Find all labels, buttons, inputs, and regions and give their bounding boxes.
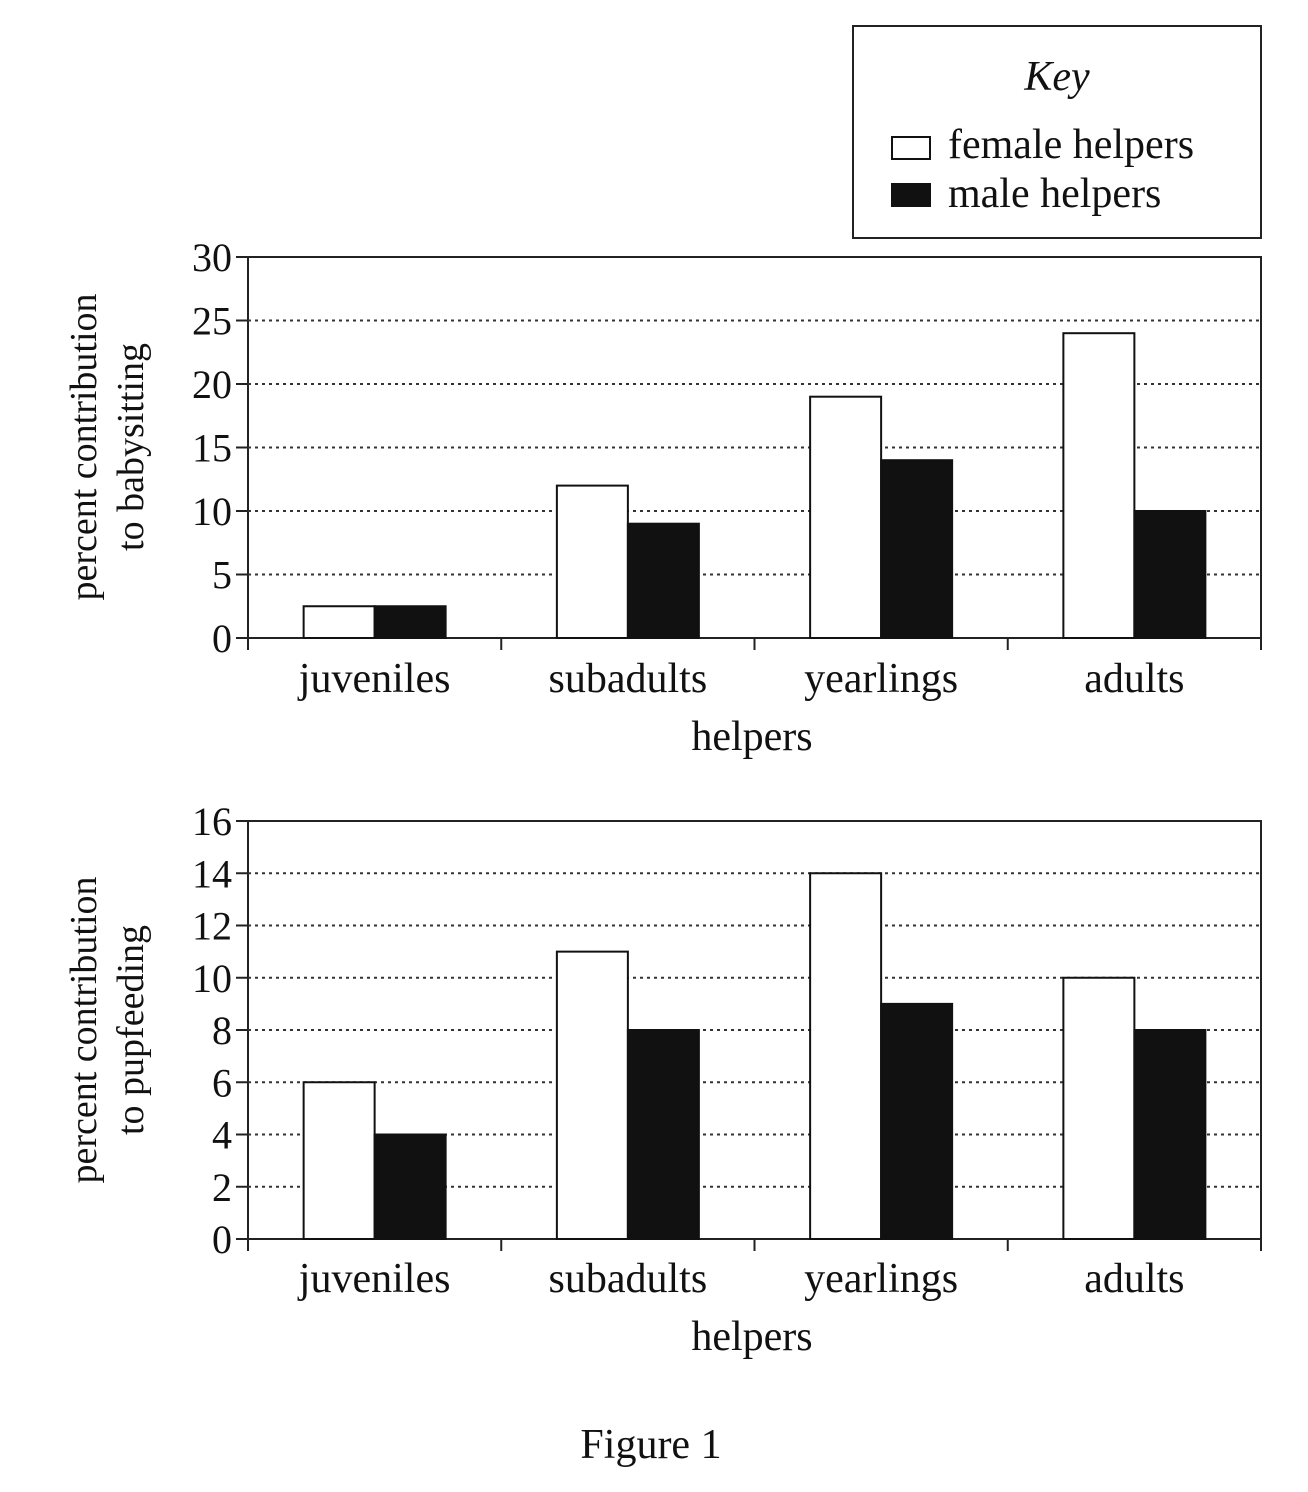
y-tick-label: 30 (192, 235, 232, 280)
y-tick-label: 6 (212, 1060, 232, 1105)
bar-yearlings-male (880, 1002, 954, 1240)
y-tick-label: 8 (212, 1008, 232, 1053)
bar-adults-male (1133, 1029, 1207, 1240)
bar-subadults-male (626, 522, 700, 640)
x-category-label: adults (1084, 656, 1184, 702)
x-category-label: subadults (549, 656, 708, 702)
legend-male-label: male helpers (948, 171, 1161, 217)
x-axis-title: helpers (691, 714, 812, 760)
bar-yearlings-male (880, 459, 954, 640)
legend: Key female helpers male helpers (852, 25, 1262, 239)
bar-yearlings-female (809, 395, 883, 640)
y-tick-label: 10 (192, 956, 232, 1001)
bar-yearlings-female (809, 872, 883, 1240)
bar-subadults-male (626, 1029, 700, 1240)
y-tick-label: 20 (192, 362, 232, 407)
babysitting-chart: percent contribution to babysitting help… (63, 235, 1262, 760)
bar-juveniles-male (373, 1133, 447, 1240)
legend-title: Key (1023, 54, 1090, 100)
figure-caption: Figure 1 (580, 1422, 721, 1468)
y-tick-label: 15 (192, 426, 232, 471)
y-tick-label: 16 (192, 799, 232, 844)
bar-juveniles-male (373, 605, 447, 639)
bar-adults-female (1062, 332, 1136, 639)
y-axis-title-line-2: to babysitting (110, 343, 152, 551)
bar-juveniles-female (302, 605, 376, 639)
y-tick-label: 10 (192, 489, 232, 534)
x-category-label: juveniles (297, 1256, 451, 1302)
x-axis-title: helpers (691, 1314, 812, 1360)
y-tick-label: 2 (212, 1165, 232, 1210)
y-tick-label: 4 (212, 1113, 232, 1158)
x-category-label: yearlings (804, 1256, 958, 1302)
y-tick-label: 0 (212, 1217, 232, 1262)
y-axis-title-line-1: percent contribution (63, 876, 105, 1183)
pupfeeding-chart: percent contribution to pupfeeding helpe… (63, 799, 1262, 1360)
y-tick-label: 14 (192, 851, 232, 896)
x-category-label: adults (1084, 1256, 1184, 1302)
legend-female-label: female helpers (948, 122, 1194, 168)
y-axis-title-line-2: to pupfeeding (110, 925, 152, 1135)
legend-female-swatch (891, 136, 931, 160)
bar-subadults-female (555, 484, 629, 639)
x-category-label: subadults (549, 1256, 708, 1302)
x-category-label: juveniles (297, 656, 451, 702)
x-category-label: yearlings (804, 656, 958, 702)
bar-subadults-female (555, 950, 629, 1240)
y-tick-label: 25 (192, 299, 232, 344)
bar-juveniles-female (302, 1081, 376, 1240)
y-axis-title-line-1: percent contribution (63, 293, 105, 600)
y-tick-label: 5 (212, 553, 232, 598)
bar-adults-male (1133, 510, 1207, 639)
legend-male-swatch (891, 183, 931, 207)
y-tick-label: 0 (212, 616, 232, 661)
bar-adults-female (1062, 976, 1136, 1240)
y-tick-label: 12 (192, 904, 232, 949)
